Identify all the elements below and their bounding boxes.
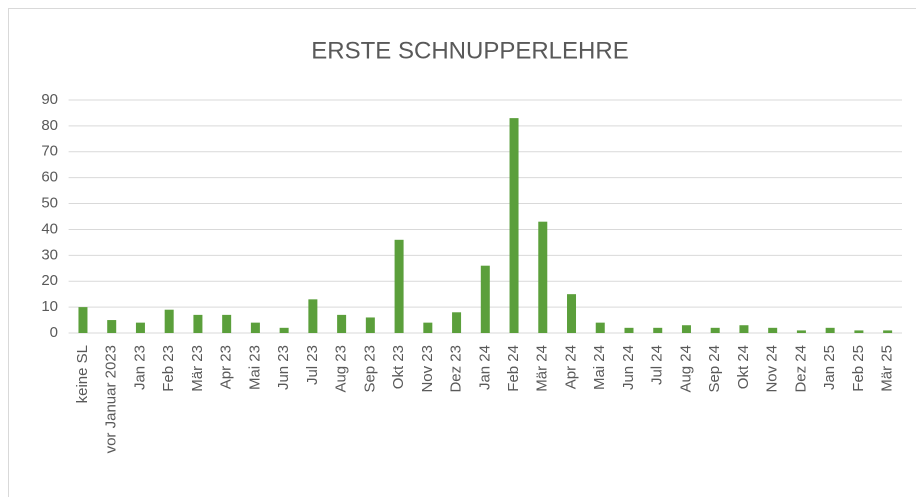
y-tick-label: 90 <box>41 91 58 108</box>
x-tick-label: Sep 24 <box>706 345 723 393</box>
bar <box>308 299 318 333</box>
bar <box>567 294 577 333</box>
bar <box>337 314 347 333</box>
x-tick-label: Apr 23 <box>218 345 235 389</box>
x-tick-label: keine SL <box>74 345 91 403</box>
x-tick-label: vor Januar 2023 <box>103 345 120 453</box>
bar <box>222 314 232 333</box>
chart-title: ERSTE SCHNUPPERLEHRE <box>311 37 628 64</box>
x-tick-label: Dez 24 <box>792 345 809 393</box>
x-tick-label: Jun 23 <box>275 345 292 390</box>
y-tick-label: 70 <box>41 143 58 160</box>
y-tick-label: 0 <box>50 324 58 341</box>
y-tick-label: 30 <box>41 246 58 263</box>
x-tick-label: Mär 23 <box>189 345 206 392</box>
x-tick-label: Jan 24 <box>476 345 493 390</box>
x-tick-label: Feb 24 <box>505 345 522 392</box>
y-tick-label: 20 <box>41 272 58 289</box>
bar <box>250 322 260 333</box>
bar <box>135 322 145 333</box>
bar <box>480 265 490 333</box>
bar <box>796 330 806 333</box>
bar <box>768 327 778 333</box>
bar <box>423 322 433 333</box>
bar <box>279 327 289 333</box>
bar <box>883 330 893 333</box>
y-tick-label: 50 <box>41 195 58 212</box>
x-tick-label: Jan 23 <box>131 345 148 390</box>
bar <box>509 118 519 333</box>
bar <box>739 325 749 333</box>
x-tick-label: Apr 24 <box>562 345 579 389</box>
chart-frame <box>8 8 916 497</box>
x-tick-label: Jul 23 <box>304 345 321 385</box>
x-tick-label: Okt 23 <box>390 345 407 389</box>
x-tick-label: Mär 25 <box>879 345 896 392</box>
x-tick-label: Okt 24 <box>735 345 752 389</box>
x-tick-label: Jan 25 <box>821 345 838 390</box>
bar <box>854 330 864 333</box>
bar <box>538 221 548 333</box>
y-tick-label: 10 <box>41 298 58 315</box>
x-tick-label: Aug 23 <box>333 345 350 393</box>
y-tick-label: 80 <box>41 117 58 134</box>
x-tick-label: Sep 23 <box>361 345 378 393</box>
y-tick-label: 40 <box>41 220 58 237</box>
bar <box>452 312 462 333</box>
bar <box>164 309 174 333</box>
bar <box>365 317 375 333</box>
x-tick-label: Feb 23 <box>160 345 177 392</box>
x-tick-label: Nov 23 <box>419 345 436 393</box>
x-tick-label: Aug 24 <box>677 345 694 393</box>
x-tick-label: Mai 24 <box>591 345 608 390</box>
x-tick-label: Nov 24 <box>764 345 781 393</box>
bar <box>825 327 835 333</box>
x-tick-label: Jun 24 <box>620 345 637 390</box>
x-tick-label: Mär 24 <box>534 345 551 392</box>
y-tick-label: 60 <box>41 169 58 186</box>
bar <box>710 327 720 333</box>
bar <box>595 322 605 333</box>
bar <box>78 307 88 333</box>
x-tick-label: Jul 24 <box>649 345 666 385</box>
bar <box>394 239 404 333</box>
x-tick-label: Feb 25 <box>850 345 867 392</box>
bar <box>681 325 691 333</box>
bar <box>653 327 663 333</box>
bar <box>193 314 203 333</box>
bar <box>107 320 117 333</box>
x-tick-label: Mai 23 <box>246 345 263 390</box>
x-tick-label: Dez 23 <box>448 345 465 393</box>
bar <box>624 327 634 333</box>
